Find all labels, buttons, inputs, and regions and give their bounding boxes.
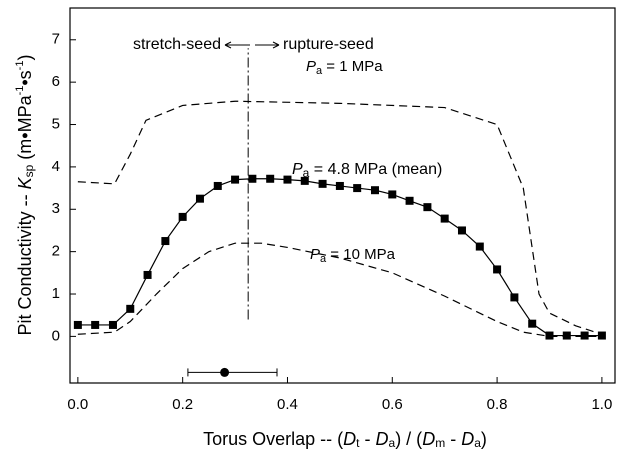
data-point (213, 181, 222, 190)
y-tick-label: 5 (52, 115, 60, 132)
data-point (300, 176, 309, 185)
annotation: rupture-seed (283, 36, 374, 53)
series-line (77, 242, 602, 337)
data-point (562, 331, 571, 340)
data-point (178, 212, 187, 221)
data-point (423, 203, 432, 212)
data-point (108, 320, 117, 329)
data-point (493, 265, 502, 274)
data-point (388, 190, 397, 199)
data-point (126, 304, 135, 313)
y-tick-label: 7 (52, 31, 60, 48)
x-tick-label: 0.0 (67, 396, 88, 413)
data-point (457, 226, 466, 235)
data-point (73, 320, 82, 329)
series-line (77, 100, 603, 335)
x-label-part: m (435, 436, 445, 450)
y-label-part: •s (15, 70, 35, 85)
y-label-part: Pit Conductivity -- (15, 189, 35, 335)
y-tick-label: 6 (52, 73, 60, 90)
y-label-part: K (15, 176, 35, 189)
x-tick-label: 0.2 (172, 396, 193, 413)
y-tick-label: 0 (52, 327, 60, 344)
x-label-part: D (461, 429, 474, 449)
data-point (440, 214, 449, 223)
arrow-left (224, 41, 250, 49)
x-tick-label: 0.6 (382, 396, 403, 413)
series-label: Pa = 1 MPa (306, 58, 383, 77)
x-label-part: t (356, 436, 360, 450)
data-point (143, 270, 152, 279)
x-tick-label: 0.4 (277, 396, 298, 413)
y-label-part: ) (15, 55, 35, 61)
data-point (475, 242, 484, 251)
data-point (545, 331, 554, 340)
x-tick-label: 1.0 (591, 396, 612, 413)
y-tick-label: 4 (52, 158, 60, 175)
y-tick-label: 3 (52, 200, 60, 217)
data-point (597, 331, 606, 340)
x-label-part: ) (481, 429, 487, 449)
data-point (335, 181, 344, 190)
arrows (224, 41, 280, 49)
series-label: Pa = 10 MPa (310, 246, 396, 265)
data-point (195, 194, 204, 203)
x-label-part: ) / ( (395, 429, 422, 449)
y-label-part: sp (22, 164, 36, 177)
data-point (91, 320, 100, 329)
data-point (528, 319, 537, 328)
mean-point (220, 367, 230, 377)
x-label-part: D (422, 429, 435, 449)
y-label-part: -1 (14, 61, 26, 71)
annotation: stretch-seed (133, 36, 221, 53)
x-label-part: D (376, 429, 389, 449)
series-label: Pa = 4.8 MPa (mean) (292, 161, 442, 180)
data-point (405, 196, 414, 205)
data-point (283, 175, 292, 184)
x-label-part: a (389, 436, 396, 450)
y-label-part: (m•MPa (15, 94, 35, 164)
plot-frame (69, 7, 616, 384)
x-label-part: Torus Overlap -- ( (203, 429, 343, 449)
arrow-right (255, 41, 280, 49)
data-point (248, 174, 257, 183)
x-label-part: a (474, 436, 481, 450)
data-point (161, 237, 170, 246)
x-tick-label: 0.8 (487, 396, 508, 413)
y-tick-label: 2 (52, 243, 60, 260)
data-point (353, 184, 362, 193)
data-point (580, 331, 589, 340)
y-label-part: -1 (14, 86, 26, 96)
x-label-part: - (360, 429, 376, 449)
x-label-part: - (445, 429, 461, 449)
x-label-part: D (343, 429, 356, 449)
x-axis-label: Torus Overlap -- (Dt - Da) / (Dm - Da) (203, 429, 487, 450)
data-point (318, 179, 327, 188)
data-point (266, 174, 275, 183)
data-point (510, 293, 519, 302)
y-tick-label: 1 (52, 285, 60, 302)
y-axis-label: Pit Conductivity -- Ksp (m•MPa-1•s-1) (14, 55, 36, 336)
data-point (370, 186, 379, 195)
data-point (231, 175, 240, 184)
